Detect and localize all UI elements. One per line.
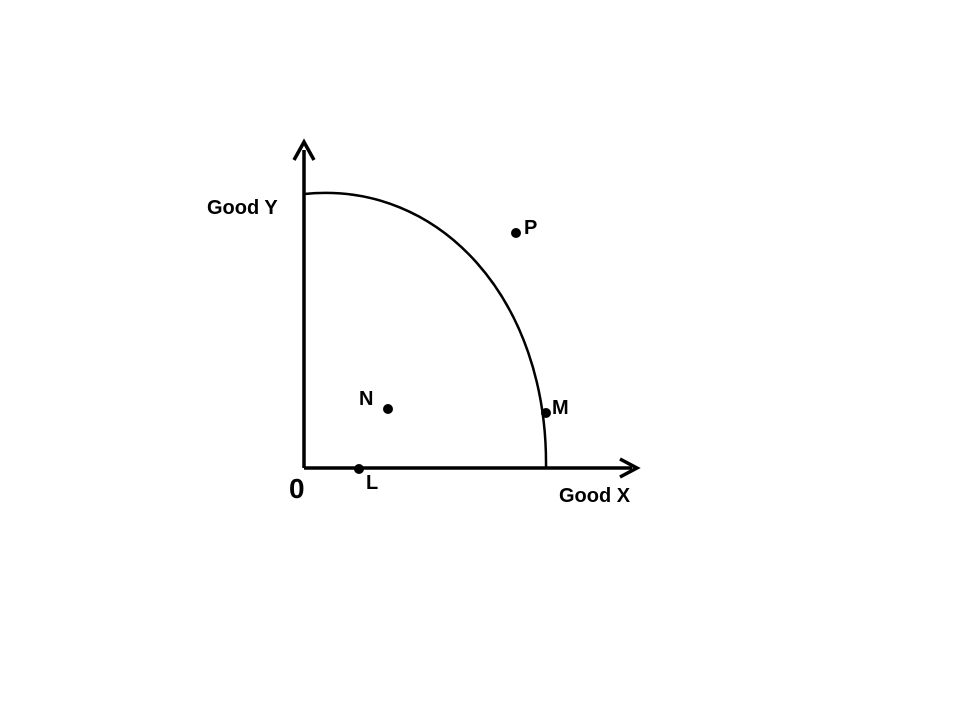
origin-label: 0: [289, 473, 305, 504]
point-l-label: L: [366, 472, 378, 494]
y-axis-arrowhead: [292, 138, 316, 161]
x-axis-arrowhead: [619, 457, 641, 479]
point-m-label: M: [552, 397, 569, 419]
point-m-dot: [541, 408, 551, 418]
point-p-label: P: [524, 217, 537, 239]
point-p-dot: [511, 228, 521, 238]
point-l-dot: [354, 464, 364, 474]
y-axis-label: Good Y: [207, 197, 278, 219]
ppf-curve: [303, 191, 548, 469]
point-n-dot: [383, 404, 393, 414]
point-n-label: N: [359, 388, 373, 410]
x-axis-label: Good X: [559, 485, 631, 507]
